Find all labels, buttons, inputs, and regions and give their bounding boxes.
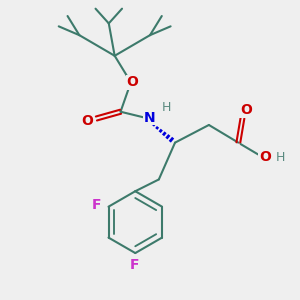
Text: F: F bbox=[92, 198, 101, 212]
Text: F: F bbox=[130, 258, 140, 272]
Text: O: O bbox=[240, 103, 252, 117]
Text: O: O bbox=[81, 114, 93, 128]
Text: N: N bbox=[144, 111, 156, 124]
Text: H: H bbox=[161, 101, 171, 114]
Text: H: H bbox=[276, 151, 285, 164]
Text: O: O bbox=[259, 150, 271, 164]
Text: O: O bbox=[126, 75, 138, 89]
